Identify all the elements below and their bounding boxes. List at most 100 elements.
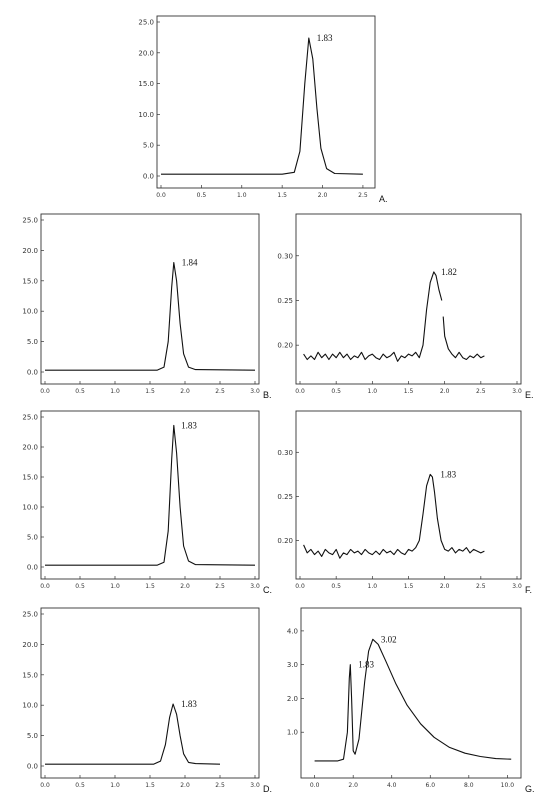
plot-frame-g <box>300 607 522 779</box>
panel-letter-d: D. <box>263 784 272 794</box>
x-tick-label: 0.5 <box>75 388 85 395</box>
x-tick-label: 0.0 <box>310 782 320 789</box>
chromatogram-trace-g <box>314 638 512 762</box>
x-tick-label: 3.0 <box>512 388 522 395</box>
y-tick-label: 25.0 <box>138 19 154 27</box>
y-tick-label: 3.0 <box>287 661 298 669</box>
chart-panel-b: 0.0 5.0 10.0 15.0 20.0 25.0 0.0 0.5 1.0 1.5 2.0 2.5… <box>22 213 272 400</box>
x-tick-label: 0.5 <box>331 583 341 590</box>
y-tick-label: 5.0 <box>27 732 38 740</box>
y-tick-label: 25.0 <box>22 414 38 422</box>
peak-label-c: 1.83 <box>181 420 197 430</box>
y-tick-label: 20.0 <box>22 444 38 452</box>
x-tick-label: 1.0 <box>368 388 378 395</box>
y-tick-label: 15.0 <box>22 671 38 679</box>
chart-panel-f: 0.20 0.25 0.30 0.0 0.5 1.0 1.5 2.0 2.5 3.0 1.83 F. <box>277 410 532 595</box>
chromatogram-trace-d <box>45 703 221 765</box>
x-tick-label: 0.5 <box>197 192 207 199</box>
x-tick-label: 3.0 <box>250 388 260 395</box>
chromatogram-trace-a <box>161 37 363 175</box>
peak-label-b: 1.84 <box>182 258 198 268</box>
peak-label-f: 1.83 <box>440 469 456 479</box>
x-tick-label: 2.0 <box>180 782 190 789</box>
x-tick-label: 2.0 <box>440 388 450 395</box>
peak-label-g: 1.83 <box>358 660 374 670</box>
panel-letter-c: C. <box>263 585 272 595</box>
chromatogram-trace-e <box>442 316 485 361</box>
x-tick-label: 1.5 <box>145 388 155 395</box>
x-tick-label: 0.0 <box>295 388 305 395</box>
x-tick-label: 0.0 <box>40 782 50 789</box>
peak-label-e: 1.82 <box>441 267 457 277</box>
x-tick-label: 2.5 <box>215 782 225 789</box>
panel-letter-e: E. <box>525 390 534 400</box>
x-tick-label: 2.0 <box>440 583 450 590</box>
y-tick-label: 20.0 <box>22 247 38 255</box>
x-tick-label: 1.5 <box>145 782 155 789</box>
y-tick-label: 20.0 <box>138 49 154 57</box>
x-tick-label: 1.5 <box>145 583 155 590</box>
y-tick-label: 25.0 <box>22 217 38 225</box>
plot-frame-a <box>156 15 376 189</box>
y-tick-label: 1.0 <box>287 729 298 737</box>
x-tick-label: 2.0 <box>318 192 328 199</box>
x-tick-label: 2.5 <box>476 583 486 590</box>
x-tick-label: 3.0 <box>250 583 260 590</box>
x-tick-label: 8.0 <box>464 782 474 789</box>
chart-panel-d: 0.0 5.0 10.0 15.0 20.0 25.0 0.0 0.5 1.0 1.5 2.0 2.5… <box>22 607 272 794</box>
x-tick-label: 2.0 <box>180 388 190 395</box>
x-tick-label: 1.0 <box>110 388 120 395</box>
x-tick-label: 1.5 <box>277 192 287 199</box>
x-tick-label: 1.5 <box>404 388 414 395</box>
x-tick-label: 0.0 <box>40 388 50 395</box>
y-tick-label: 0.20 <box>277 537 293 545</box>
y-tick-label: 5.0 <box>143 142 154 150</box>
x-tick-label: 4.0 <box>387 782 397 789</box>
y-tick-label: 0.25 <box>277 493 293 501</box>
x-tick-label: 2.5 <box>476 388 486 395</box>
y-tick-label: 5.0 <box>27 338 38 346</box>
x-tick-label: 0.5 <box>75 583 85 590</box>
peak-label-a: 1.83 <box>317 33 333 43</box>
chromatogram-trace-b <box>45 262 256 371</box>
panel-letter-a: A. <box>379 194 388 204</box>
chart-panel-e: 0.20 0.25 0.30 0.0 0.5 1.0 1.5 2.0 2.5 3.0 1.82 E. <box>277 213 534 400</box>
y-tick-label: 5.0 <box>27 534 38 542</box>
y-tick-label: 25.0 <box>22 611 38 619</box>
x-tick-label: 6.0 <box>425 782 435 789</box>
x-tick-label: 2.0 <box>348 782 358 789</box>
x-tick-label: 1.0 <box>237 192 247 199</box>
y-tick-label: 0.30 <box>277 252 293 260</box>
x-tick-label: 0.0 <box>156 192 166 199</box>
x-tick-label: 10.0 <box>501 782 515 789</box>
y-tick-label: 0.20 <box>277 342 293 350</box>
y-tick-label: 10.0 <box>138 111 154 119</box>
y-tick-label: 0.0 <box>143 173 154 181</box>
panel-letter-b: B. <box>263 390 272 400</box>
plot-frame-d <box>40 607 260 779</box>
panel-letter-f: F. <box>525 585 532 595</box>
x-tick-label: 3.0 <box>512 583 522 590</box>
y-tick-label: 2.0 <box>287 695 298 703</box>
x-tick-label: 2.0 <box>180 583 190 590</box>
y-tick-label: 10.0 <box>22 702 38 710</box>
y-tick-label: 20.0 <box>22 641 38 649</box>
x-tick-label: 2.5 <box>215 583 225 590</box>
panel-letter-g: G. <box>525 784 535 794</box>
y-tick-label: 0.30 <box>277 449 293 457</box>
x-tick-label: 1.5 <box>404 583 414 590</box>
x-tick-label: 2.5 <box>358 192 368 199</box>
chromatogram-trace-f <box>303 473 485 559</box>
y-tick-label: 15.0 <box>138 80 154 88</box>
x-tick-label: 0.5 <box>75 782 85 789</box>
x-tick-label: 0.5 <box>331 388 341 395</box>
x-tick-label: 3.0 <box>250 782 260 789</box>
y-tick-label: 10.0 <box>22 308 38 316</box>
y-tick-label: 0.0 <box>27 564 38 572</box>
y-tick-label: 4.0 <box>287 627 298 635</box>
y-tick-label: 0.0 <box>27 369 38 377</box>
peak-label-g: 3.02 <box>381 634 397 644</box>
x-tick-label: 1.0 <box>110 583 120 590</box>
chromatogram-trace-c <box>45 424 256 566</box>
